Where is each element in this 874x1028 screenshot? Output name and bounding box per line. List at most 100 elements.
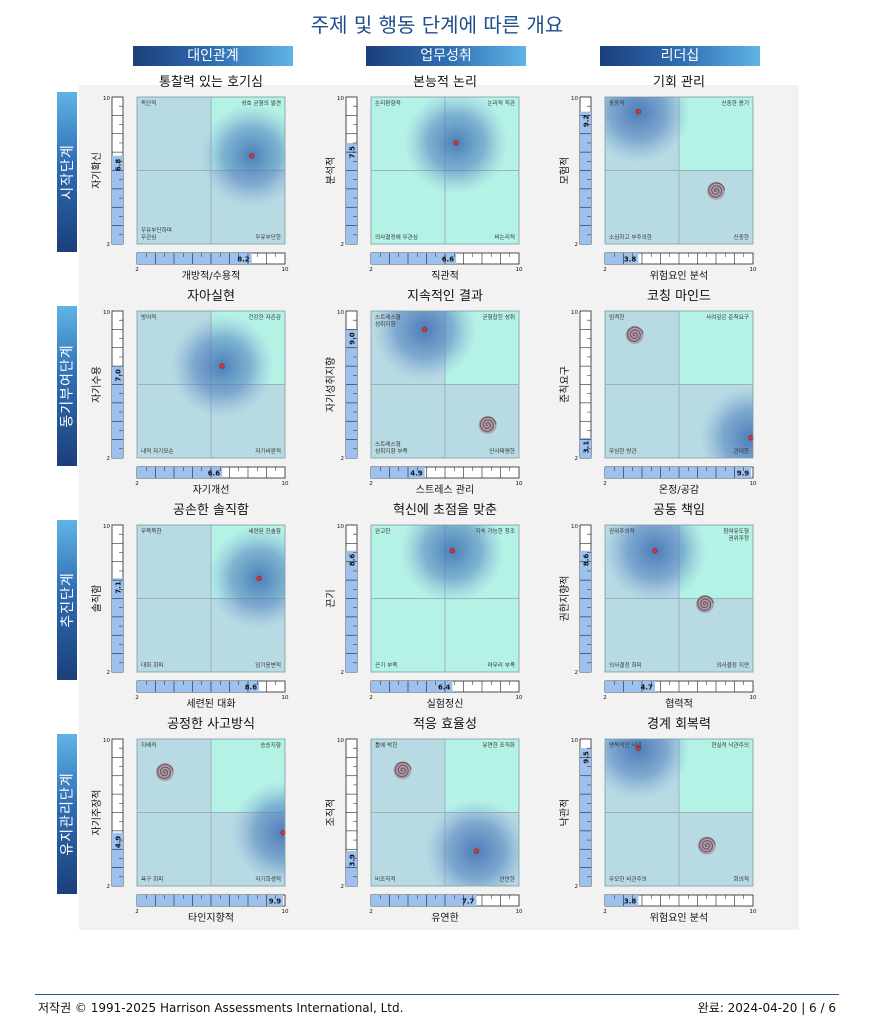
chart-title: 지속적인 결과 bbox=[407, 289, 483, 304]
quadrant-label-bottom-right: 비논리적 bbox=[494, 233, 515, 241]
x-score-value: 8.2 bbox=[237, 256, 250, 264]
score-glow bbox=[605, 525, 707, 603]
y-tick-min: 2 bbox=[341, 456, 345, 462]
x-score-value: 6.6 bbox=[208, 470, 221, 478]
footer-divider bbox=[35, 994, 839, 995]
y-score-bar: 3.9 10 2 bbox=[337, 738, 358, 890]
y-score-value: 6.8 bbox=[115, 159, 123, 172]
x-score-fill bbox=[605, 467, 752, 478]
quadrant-label-bottom-right: 안사태평한 bbox=[489, 447, 515, 455]
y-score-value: 7.0 bbox=[115, 369, 123, 382]
copyright-text: 저작권 © 1991-2025 Harrison Assessments Int… bbox=[38, 1001, 404, 1015]
y-score-value: 7.1 bbox=[115, 581, 123, 594]
x-axis-label: 자기개선 bbox=[193, 484, 230, 496]
y-axis-label: 모험적 bbox=[559, 157, 571, 185]
y-score-fill bbox=[112, 155, 123, 244]
y-score-bar: 9.0 10 2 bbox=[337, 310, 358, 462]
x-score-bar: 3.8 2 10 bbox=[603, 252, 757, 273]
y-tick-min: 2 bbox=[575, 456, 579, 462]
quadrant-label-top-left: 논리편향적 bbox=[375, 99, 401, 107]
y-score-value: 9.2 bbox=[583, 115, 591, 128]
column-header-achievement: 업무성취 bbox=[366, 46, 526, 66]
quadrant-label-bottom-left: 비조직적 bbox=[375, 875, 396, 883]
score-glow bbox=[207, 526, 285, 631]
quadrant-label-bottom-right: 관대한 bbox=[734, 447, 749, 455]
spiral-marker bbox=[707, 181, 725, 200]
x-score-value: 6.6 bbox=[442, 256, 455, 264]
y-tick-max: 10 bbox=[103, 524, 110, 530]
x-tick-min: 2 bbox=[135, 909, 139, 915]
y-score-fill bbox=[580, 550, 591, 672]
quadrant-label-top-left: 엄격한 bbox=[609, 313, 624, 321]
y-tick-max: 10 bbox=[571, 738, 578, 744]
x-tick-max: 10 bbox=[282, 695, 289, 701]
y-tick-max: 10 bbox=[571, 96, 578, 102]
chart-title: 기회 관리 bbox=[653, 75, 705, 90]
y-score-value: 8.6 bbox=[583, 554, 591, 567]
stage-label-start: 시작단계 bbox=[57, 92, 77, 252]
x-score-fill bbox=[371, 681, 453, 692]
x-score-value: 4.7 bbox=[641, 684, 654, 692]
quadrant-label-bottom-left: 대화 회피 bbox=[141, 661, 163, 669]
x-tick-min: 2 bbox=[603, 267, 607, 273]
score-dot bbox=[635, 745, 641, 751]
chart-title: 자아실현 bbox=[187, 289, 235, 304]
quadrant-label-bottom-left: 의사결정 회피 bbox=[609, 661, 642, 669]
y-score-value: 8.6 bbox=[349, 554, 357, 567]
x-axis-label: 세련된 대화 bbox=[186, 698, 235, 710]
x-score-fill bbox=[605, 895, 639, 906]
y-score-bar: 3.1 10 2 bbox=[571, 310, 592, 462]
x-axis-label: 온정/공감 bbox=[659, 484, 699, 496]
quadrant-label-bottom-left: 무모한 비관주의 bbox=[609, 875, 647, 883]
score-dot bbox=[473, 848, 480, 854]
quadrant-label-top-left: 스트레스형 bbox=[375, 313, 401, 321]
x-tick-max: 10 bbox=[750, 695, 757, 701]
x-axis-label: 위험요인 분석 bbox=[650, 269, 708, 282]
y-score-value: 9.5 bbox=[583, 751, 591, 764]
x-score-value: 9.9 bbox=[737, 470, 750, 478]
plot-border bbox=[604, 524, 754, 673]
plot-border bbox=[604, 738, 754, 887]
quadrant-label-bottom-right: 우유부단한 bbox=[255, 233, 281, 241]
y-tick-max: 10 bbox=[337, 96, 344, 102]
y-axis-label: 자기성취지향 bbox=[325, 357, 337, 412]
quadrant-label-top-right: 승승지향 bbox=[260, 741, 281, 749]
x-tick-max: 10 bbox=[282, 481, 289, 487]
x-score-fill bbox=[371, 253, 457, 264]
y-score-bar: 9.2 10 2 bbox=[571, 96, 592, 248]
y-tick-min: 2 bbox=[575, 670, 579, 676]
y-score-bar: 7.1 10 2 bbox=[103, 524, 124, 676]
x-score-bar: 6.6 2 10 bbox=[369, 252, 523, 273]
quadrant-label-top-left: 완고한 bbox=[375, 527, 390, 535]
quadrant-label-bottom-left: 의사결정에 무관심 bbox=[375, 233, 418, 241]
x-score-bar: 3.8 2 10 bbox=[603, 894, 757, 915]
y-axis-label: 조직적 bbox=[325, 799, 337, 827]
x-score-value: 6.4 bbox=[438, 684, 451, 692]
x-tick-min: 2 bbox=[135, 267, 139, 273]
plot-border bbox=[370, 310, 520, 459]
quadrant-label-top-left: 지배적 bbox=[141, 741, 156, 749]
quadrant-label-top-right: 균형잡힌 성취 bbox=[482, 313, 515, 321]
y-tick-min: 2 bbox=[107, 884, 111, 890]
y-score-fill bbox=[580, 748, 591, 886]
y-tick-max: 10 bbox=[103, 738, 110, 744]
y-score-fill bbox=[580, 437, 591, 458]
y-score-fill bbox=[112, 578, 123, 672]
y-tick-min: 2 bbox=[107, 242, 111, 248]
quadrant-label-top-right: 현실적 낙관주의 bbox=[711, 741, 749, 749]
quadrant-label-bottom-left: 끈기 부족 bbox=[375, 661, 397, 669]
x-tick-max: 10 bbox=[750, 267, 757, 273]
x-score-bar: 8.6 2 10 bbox=[135, 680, 289, 701]
quadrant-highlight bbox=[679, 739, 753, 813]
spiral-marker bbox=[625, 325, 644, 344]
y-tick-min: 2 bbox=[575, 242, 579, 248]
x-axis-label: 직관적 bbox=[431, 270, 459, 282]
x-score-value: 9.9 bbox=[269, 898, 282, 906]
quadrant-label-top-right: 지속 가능한 창조 bbox=[475, 527, 515, 535]
quadrant-label-bottom-right: 산만한 bbox=[500, 875, 515, 883]
x-axis-label: 개방적/수용적 bbox=[182, 270, 241, 282]
